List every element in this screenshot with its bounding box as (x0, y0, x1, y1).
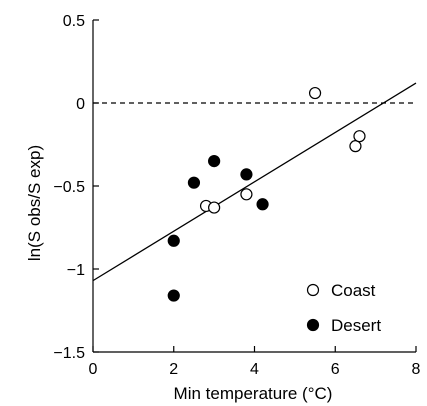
data-point-coast (240, 188, 253, 201)
data-point-coast (308, 86, 322, 100)
data-point-desert (167, 234, 180, 247)
y-tick-label: −1 (67, 262, 85, 279)
legend-label-coast: Coast (331, 281, 376, 300)
regression-line (92, 82, 417, 282)
data-point-desert (167, 289, 180, 302)
y-tick-label: 0 (76, 96, 85, 113)
data-point-coast (349, 140, 362, 153)
legend: Coast Desert (306, 281, 381, 335)
y-tick-label: −0.5 (53, 179, 85, 196)
y-tick-label: 0.5 (63, 13, 85, 30)
x-axis-label: Min temperature (°C) (174, 384, 333, 403)
legend-marker-coast (306, 283, 320, 297)
legend-label-desert: Desert (331, 316, 381, 335)
x-tick-label: 6 (331, 361, 340, 378)
data-point-desert (240, 168, 253, 181)
axes (92, 19, 417, 353)
x-tick-label: 8 (412, 361, 421, 378)
data-point-desert (208, 155, 221, 168)
y-tick-label: −1.5 (53, 345, 85, 362)
data-points (167, 86, 366, 302)
legend-marker-desert (306, 318, 320, 332)
data-point-desert (187, 176, 201, 189)
y-axis-label: ln(S obs/S exp) (25, 145, 44, 261)
x-tick-label: 2 (169, 361, 178, 378)
data-point-coast (353, 130, 366, 143)
regression-line-layer (92, 82, 417, 282)
tick-labels: 0 2 4 6 8 0.5 0 −0.5 −1 −1.5 (53, 13, 420, 378)
data-point-desert (256, 198, 269, 211)
x-tick-label: 0 (89, 361, 98, 378)
x-tick-label: 4 (250, 361, 259, 378)
data-point-coast (208, 201, 221, 214)
